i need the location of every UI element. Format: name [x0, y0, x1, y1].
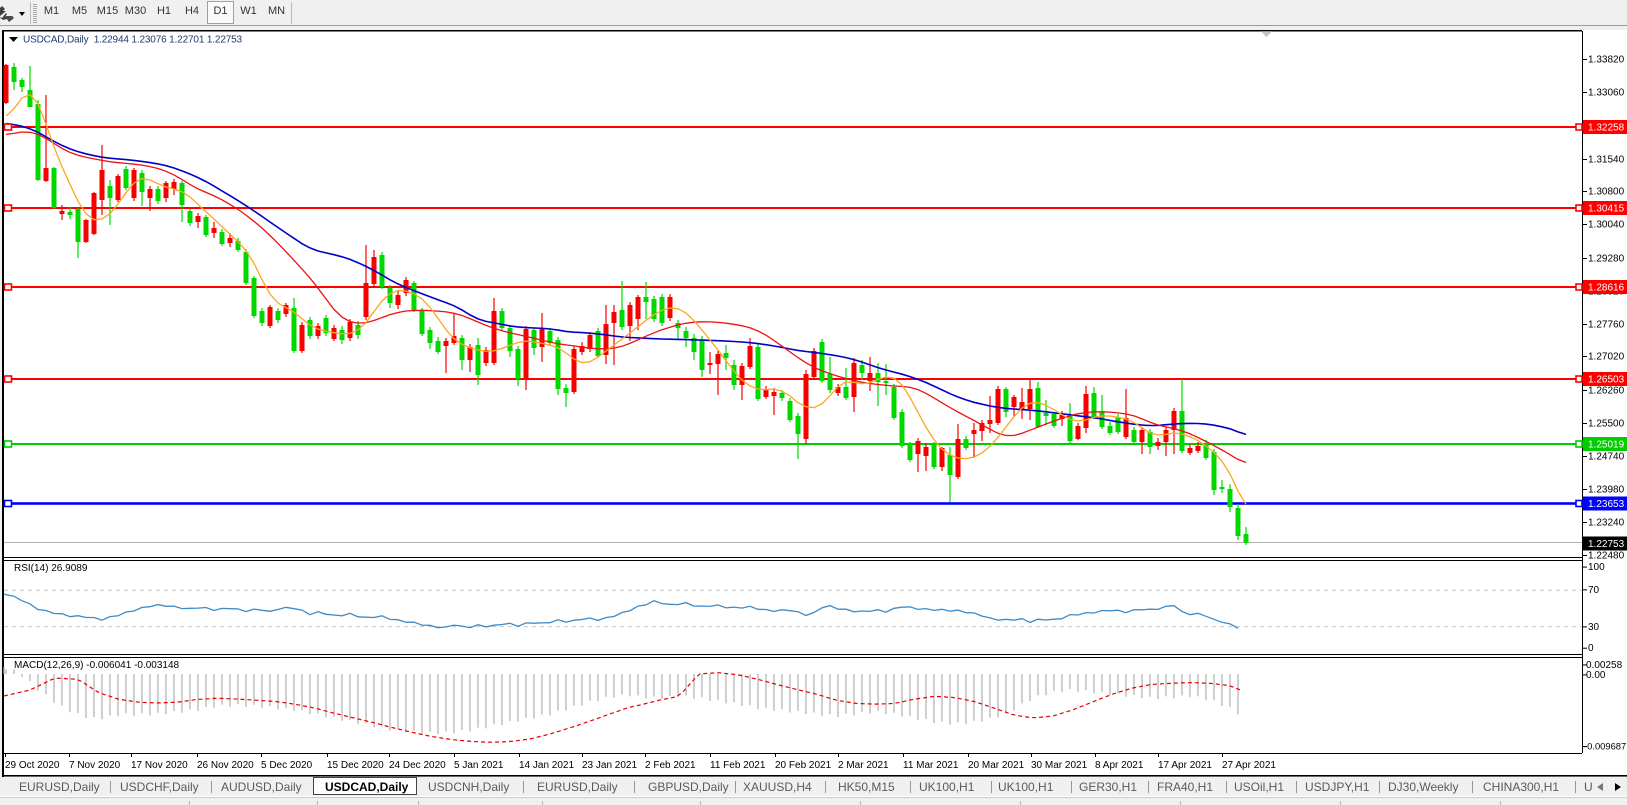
- svg-text:1.25500: 1.25500: [1588, 419, 1625, 430]
- svg-text:MACD(12,26,9) -0.006041 -0.003: MACD(12,26,9) -0.006041 -0.003148: [14, 660, 180, 671]
- svg-text:1.28616: 1.28616: [1588, 283, 1625, 294]
- svg-text:30 Mar 2021: 30 Mar 2021: [1031, 760, 1088, 771]
- svg-text:1.26260: 1.26260: [1588, 386, 1625, 397]
- svg-text:1.25019: 1.25019: [1588, 440, 1625, 451]
- svg-text:11 Feb 2021: 11 Feb 2021: [710, 760, 766, 771]
- svg-text:24 Dec 2020: 24 Dec 2020: [389, 760, 446, 771]
- svg-text:1.32258: 1.32258: [1588, 123, 1625, 134]
- svg-text:0: 0: [1588, 643, 1594, 654]
- svg-text:8 Apr 2021: 8 Apr 2021: [1095, 760, 1144, 771]
- svg-text:1.27020: 1.27020: [1588, 352, 1625, 363]
- svg-text:1.30800: 1.30800: [1588, 187, 1625, 198]
- svg-text:17 Nov 2020: 17 Nov 2020: [131, 760, 188, 771]
- svg-text:1.30415: 1.30415: [1588, 204, 1625, 215]
- svg-text:20 Mar 2021: 20 Mar 2021: [968, 760, 1025, 771]
- svg-text:29 Oct 2020: 29 Oct 2020: [5, 760, 60, 771]
- svg-text:1.27760: 1.27760: [1588, 320, 1625, 331]
- svg-text:1.23980: 1.23980: [1588, 485, 1625, 496]
- svg-text:17 Apr 2021: 17 Apr 2021: [1158, 760, 1212, 771]
- svg-text:0.00258: 0.00258: [1586, 660, 1623, 671]
- svg-text:100: 100: [1588, 562, 1605, 573]
- svg-text:27 Apr 2021: 27 Apr 2021: [1222, 760, 1276, 771]
- svg-text:7 Nov 2020: 7 Nov 2020: [69, 760, 121, 771]
- svg-text:1.29280: 1.29280: [1588, 254, 1625, 265]
- svg-text:15 Dec 2020: 15 Dec 2020: [327, 760, 384, 771]
- svg-text:-0.009687: -0.009687: [1584, 741, 1626, 752]
- svg-text:5 Dec 2020: 5 Dec 2020: [261, 760, 313, 771]
- svg-text:1.26503: 1.26503: [1588, 375, 1625, 386]
- svg-text:14 Jan 2021: 14 Jan 2021: [519, 760, 574, 771]
- svg-text:2 Mar 2021: 2 Mar 2021: [838, 760, 889, 771]
- svg-text:1.23653: 1.23653: [1588, 499, 1625, 510]
- svg-text:20 Feb 2021: 20 Feb 2021: [775, 760, 832, 771]
- svg-text:1.31540: 1.31540: [1588, 155, 1625, 166]
- svg-text:1.24740: 1.24740: [1588, 452, 1625, 463]
- svg-text:1.22480: 1.22480: [1588, 551, 1625, 562]
- svg-text:1.33060: 1.33060: [1588, 88, 1625, 99]
- svg-text:70: 70: [1588, 585, 1600, 596]
- svg-text:0.00: 0.00: [1586, 670, 1606, 681]
- svg-text:1.30040: 1.30040: [1588, 220, 1625, 231]
- svg-text:1.23240: 1.23240: [1588, 518, 1625, 529]
- svg-text:23 Jan 2021: 23 Jan 2021: [582, 760, 637, 771]
- svg-text:11 Mar 2021: 11 Mar 2021: [903, 760, 959, 771]
- svg-text:1.33820: 1.33820: [1588, 55, 1625, 66]
- svg-text:5 Jan 2021: 5 Jan 2021: [454, 760, 504, 771]
- svg-text:2 Feb 2021: 2 Feb 2021: [645, 760, 696, 771]
- svg-text:1.22753: 1.22753: [1588, 539, 1625, 550]
- svg-text:30: 30: [1588, 622, 1600, 633]
- svg-text:USDCAD,Daily 1.22944 1.23076: USDCAD,Daily 1.22944 1.23076 1.22701 1.2…: [23, 35, 243, 46]
- svg-text:26 Nov 2020: 26 Nov 2020: [197, 760, 254, 771]
- svg-text:RSI(14) 26.9089: RSI(14) 26.9089: [14, 563, 88, 574]
